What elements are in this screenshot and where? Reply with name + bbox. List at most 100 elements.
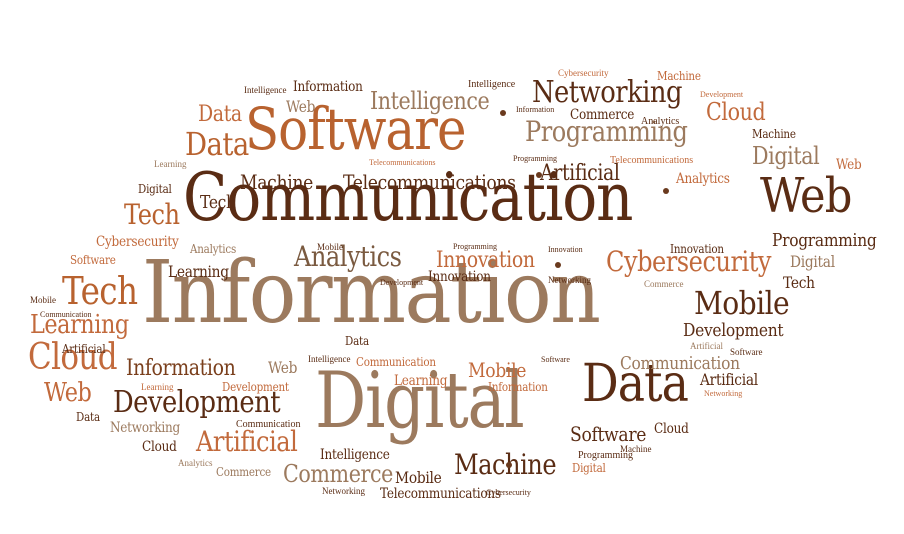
word-cloud-small: Cloud (142, 439, 177, 455)
word-analytics-right: Analytics (676, 171, 730, 187)
word-commerce-small: Commerce (216, 465, 271, 479)
word-machine-top: Machine (657, 69, 701, 83)
word-networking-tiny-3: Networking (704, 389, 743, 398)
word-learning-tiny-2: Learning (141, 382, 174, 392)
word-information-tiny: Information (516, 105, 555, 114)
word-development-small: Development (222, 380, 289, 394)
word-telecommunications-small: Telecommunications (380, 486, 501, 502)
word-cybersecurity-tiny: Cybersecurity (558, 68, 609, 78)
word-learning-large: Learning (30, 310, 129, 340)
word-digital-small: Digital (138, 182, 172, 196)
word-telecommunications-tiny: Telecommunications (369, 158, 436, 167)
word-mobile-medium: Mobile (468, 358, 527, 382)
word-artificial-right: Artificial (700, 370, 758, 389)
word-programming-medium: Programming (772, 230, 877, 251)
word-innovation-right: Innovation (670, 242, 724, 256)
decorative-dot (555, 262, 561, 268)
word-machine-tiny: Machine (620, 444, 652, 454)
word-networking-small: Networking (110, 420, 181, 436)
word-machine-right: Machine (752, 127, 796, 141)
word-artificial-medium: Artificial (540, 161, 620, 186)
word-digital-right: Digital (790, 252, 835, 271)
word-artificial-tiny: Artificial (690, 341, 723, 351)
word-data-small-2: Data (345, 334, 369, 348)
word-telecommunications-tiny-2: Telecommunications (610, 155, 694, 166)
word-networking-tiny: Networking (548, 275, 591, 285)
word-information-large: Information (142, 243, 601, 343)
decorative-dot (506, 462, 512, 468)
word-mobile-tiny-2: Mobile (30, 295, 56, 305)
word-development-tiny: Development (700, 90, 744, 99)
word-intelligence-tiny: Intelligence (244, 85, 287, 95)
word-innovation-small: Innovation (428, 269, 491, 285)
word-tech-small: Tech (200, 192, 236, 213)
word-learning-medium: Learning (168, 262, 229, 281)
word-communication-medium: Communication (620, 353, 740, 374)
word-intelligence-tiny-3: Intelligence (308, 354, 351, 364)
word-machine-medium: Machine (240, 170, 313, 194)
word-communication-tiny-2: Communication (236, 419, 301, 430)
word-innovation-tiny: Innovation (548, 245, 583, 254)
word-innovation: Innovation (436, 248, 535, 273)
word-telecommunications-medium: Telecommunications (343, 170, 516, 194)
word-programming-tiny-2: Programming (453, 242, 497, 251)
word-information-top: Information (293, 79, 363, 95)
word-commerce-right: Commerce (570, 107, 635, 123)
word-cloud-medium: Cloud (706, 98, 766, 126)
word-analytics-tiny-2: Analytics (178, 458, 213, 468)
word-analytics-small: Analytics (190, 242, 237, 256)
word-web-right: Web (836, 157, 862, 173)
word-artificial-large: Artificial (196, 425, 298, 458)
word-software-tiny: Software (730, 347, 763, 357)
word-digital-large: Digital (315, 356, 525, 446)
word-software-tiny-2: Software (541, 355, 570, 364)
decorative-dot (536, 172, 542, 178)
word-web-large: Web (760, 168, 852, 224)
word-machine: Machine (454, 448, 557, 481)
word-analytics-tiny: Analytics (641, 116, 680, 127)
word-tech-medium: Tech (124, 198, 180, 231)
word-software-medium: Software (570, 422, 647, 446)
word-web-small: Web (286, 97, 316, 116)
word-web-small-2: Web (268, 358, 298, 377)
word-commerce-medium: Commerce (283, 460, 393, 488)
word-networking: Networking (532, 75, 683, 110)
word-communication-small: Communication (356, 355, 436, 369)
word-communication-tiny: Communication (40, 310, 92, 319)
word-mobile-tiny: Mobile (317, 242, 343, 252)
word-development-tiny-2: Development (380, 278, 424, 287)
word-cybersecurity: Cybersecurity (606, 245, 772, 278)
word-commerce-tiny: Commerce (644, 279, 684, 289)
word-digital-bottom: Digital (572, 461, 606, 475)
word-mobile: Mobile (694, 284, 790, 322)
word-software-large: Software (245, 95, 467, 163)
word-intelligence-tiny-2: Intelligence (468, 79, 516, 90)
word-artificial-small: Artificial (62, 342, 106, 356)
word-software-small: Software (70, 253, 116, 267)
word-tech-right: Tech (783, 273, 815, 292)
word-data-small: Data (76, 410, 100, 424)
word-digital-medium: Digital (752, 142, 820, 170)
word-intelligence-small: Intelligence (320, 447, 390, 463)
word-learning-small: Learning (394, 373, 448, 389)
word-cloud-right: Cloud (654, 421, 689, 437)
word-mobile-small: Mobile (395, 468, 442, 487)
word-communication-large: Communication (183, 159, 633, 236)
word-information-small: Information (488, 380, 548, 394)
word-analytics: Analytics (294, 240, 402, 273)
word-cloud-large: Cloud (28, 337, 118, 378)
word-programming-tiny: Programming (513, 154, 557, 163)
word-web-medium: Web (44, 378, 92, 408)
word-cybersecurity-small: Cybersecurity (96, 234, 179, 250)
word-data-medium: Data (185, 125, 249, 163)
word-tech-large: Tech (62, 269, 138, 313)
decorative-dot (663, 188, 669, 194)
word-development: Development (113, 385, 281, 420)
word-networking-tiny-2: Networking (322, 486, 365, 496)
word-data-medium-2: Data (198, 102, 242, 127)
word-development-medium: Development (683, 320, 784, 341)
word-data-large: Data (582, 354, 689, 414)
word-cybersecurity-tiny-2: Cybersecurity (486, 488, 531, 497)
decorative-dot (500, 110, 506, 116)
